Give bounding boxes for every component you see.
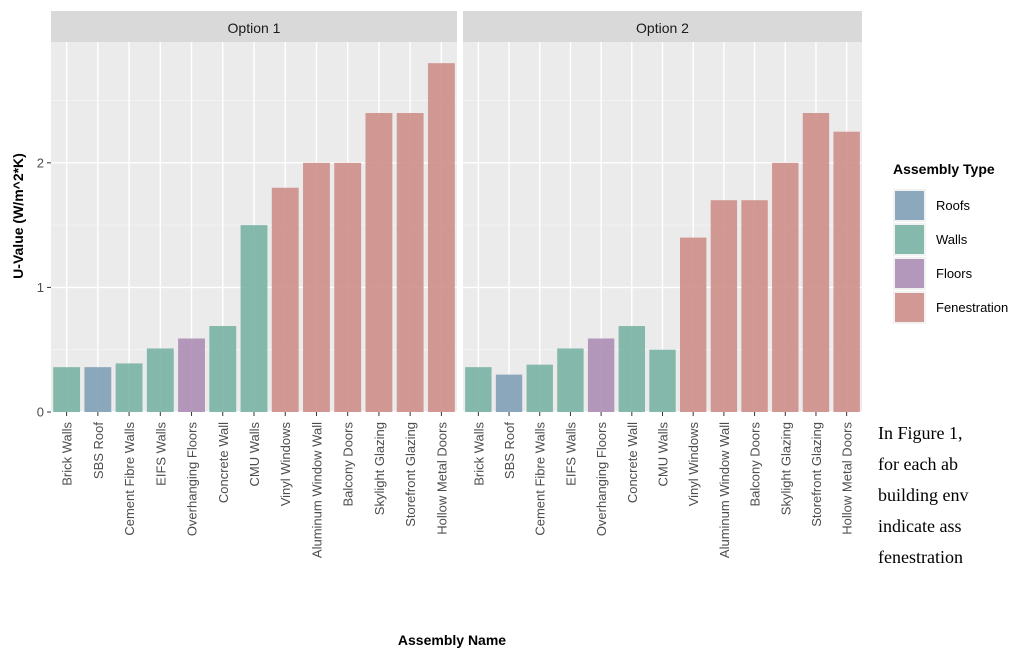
y-axis: 0 1 2	[37, 155, 51, 420]
bar-skylight-glazing	[365, 113, 393, 412]
bar-concrete-wall	[209, 326, 237, 412]
legend-label: Roofs	[936, 198, 970, 213]
bar-sbs-roof	[495, 374, 523, 412]
legend-swatch	[895, 293, 924, 322]
bar-cement-fibre-walls	[526, 364, 553, 412]
legend-label: Fenestration	[936, 300, 1008, 315]
x-tick-label: Vinyl Windows	[278, 422, 293, 507]
x-tick-label: Concrete Wall	[625, 422, 640, 503]
legend-label: Floors	[936, 266, 973, 281]
x-tick-label: EIFS Walls	[153, 422, 168, 486]
bar-hollow-metal-doors	[427, 63, 455, 412]
x-tick-label: Cement Fibre Walls	[122, 422, 137, 536]
bar-eifs-walls	[146, 348, 174, 412]
x-tick-label: Hollow Metal Doors	[434, 422, 449, 535]
x-tick-label: Concrete Wall	[216, 422, 231, 503]
bar-overhanging-floors	[178, 338, 205, 412]
y-axis-title: U-Value (W/m^2*K)	[10, 153, 26, 279]
side-text-line: indicate ass	[878, 516, 962, 536]
bar-overhanging-floors	[587, 338, 615, 412]
legend-items: Roofs Walls Floors Fenestration	[893, 189, 1008, 324]
legend: Assembly Type Roofs Walls Floors Fenestrati…	[893, 161, 1008, 324]
bar-brick-walls	[53, 367, 81, 412]
x-tick-label: Balcony Doors	[748, 422, 763, 507]
facet-strip-label: Option 1	[228, 20, 281, 36]
legend-swatch	[895, 259, 924, 288]
y-tick-label: 0	[37, 405, 44, 420]
bar-storefront-glazing	[802, 113, 830, 412]
bar-hollow-metal-doors	[833, 131, 860, 413]
x-tick-label: Storefront Glazing	[403, 422, 418, 527]
x-axis-title: Assembly Name	[398, 632, 506, 648]
bar-sbs-roof	[84, 367, 112, 412]
bar-aluminum-window-wall	[710, 200, 738, 412]
legend-item-walls: Walls	[893, 223, 968, 256]
bar-cmu-walls	[240, 225, 268, 412]
x-tick-label: EIFS Walls	[563, 422, 578, 486]
x-tick-label: Aluminum Window Wall	[309, 422, 324, 558]
side-text-line: In Figure 1,	[878, 423, 963, 443]
bar-balcony-doors	[741, 200, 768, 412]
facet-strip	[51, 11, 457, 42]
bar-concrete-wall	[618, 326, 646, 412]
x-tick-label: SBS Roof	[91, 422, 106, 479]
bar-balcony-doors	[334, 162, 362, 412]
bar-cmu-walls	[649, 349, 676, 412]
x-tick-label: Brick Walls	[60, 422, 75, 486]
x-tick-label: Brick Walls	[471, 422, 486, 486]
panel-1: Option 1 Brick Walls SBS Roof Cement Fibre …	[51, 11, 457, 558]
y-tick-label: 1	[37, 280, 44, 295]
bar-skylight-glazing	[772, 162, 799, 412]
bar-storefront-glazing	[396, 113, 424, 412]
bar-eifs-walls	[557, 348, 584, 412]
legend-item-roofs: Roofs	[893, 189, 970, 222]
side-text-line: fenestration	[878, 547, 963, 567]
x-tick-label: Overhanging Floors	[185, 422, 200, 537]
legend-item-fenestration: Fenestration	[893, 291, 1008, 324]
x-tick-label: Cement Fibre Walls	[533, 422, 548, 536]
x-tick-label: Vinyl Windows	[686, 422, 701, 507]
bar-vinyl-windows	[271, 187, 299, 412]
legend-label: Walls	[936, 232, 968, 247]
side-text-line: building env	[878, 485, 969, 505]
bar-cement-fibre-walls	[115, 363, 143, 412]
bar-vinyl-windows	[679, 237, 707, 412]
x-tick-label: Aluminum Window Wall	[717, 422, 732, 558]
facet-strip-label: Option 2	[636, 20, 689, 36]
facet-strip	[463, 11, 862, 42]
panel-2: Option 2 Brick Walls SBS Roof Cement Fibre …	[463, 11, 862, 558]
legend-swatch	[895, 191, 924, 220]
x-tick-label: CMU Walls	[247, 422, 262, 487]
legend-item-floors: Floors	[893, 257, 973, 290]
bar-brick-walls	[465, 367, 492, 412]
x-tick-label: Skylight Glazing	[372, 422, 387, 515]
side-text-line: for each ab	[878, 454, 958, 474]
x-tick-label: Hollow Metal Doors	[840, 422, 855, 535]
x-tick-label: Storefront Glazing	[809, 422, 824, 527]
x-tick-label: Overhanging Floors	[594, 422, 609, 537]
x-tick-label: SBS Roof	[502, 422, 517, 479]
x-tick-label: Skylight Glazing	[778, 422, 793, 515]
x-tick-label: CMU Walls	[656, 422, 671, 487]
y-tick-label: 2	[37, 155, 44, 170]
legend-title: Assembly Type	[893, 161, 995, 177]
panels-layer: Option 1 Brick Walls SBS Roof Cement Fibre …	[37, 11, 862, 558]
x-tick-label: Balcony Doors	[341, 422, 356, 507]
bar-aluminum-window-wall	[303, 162, 330, 412]
legend-swatch	[895, 225, 924, 254]
